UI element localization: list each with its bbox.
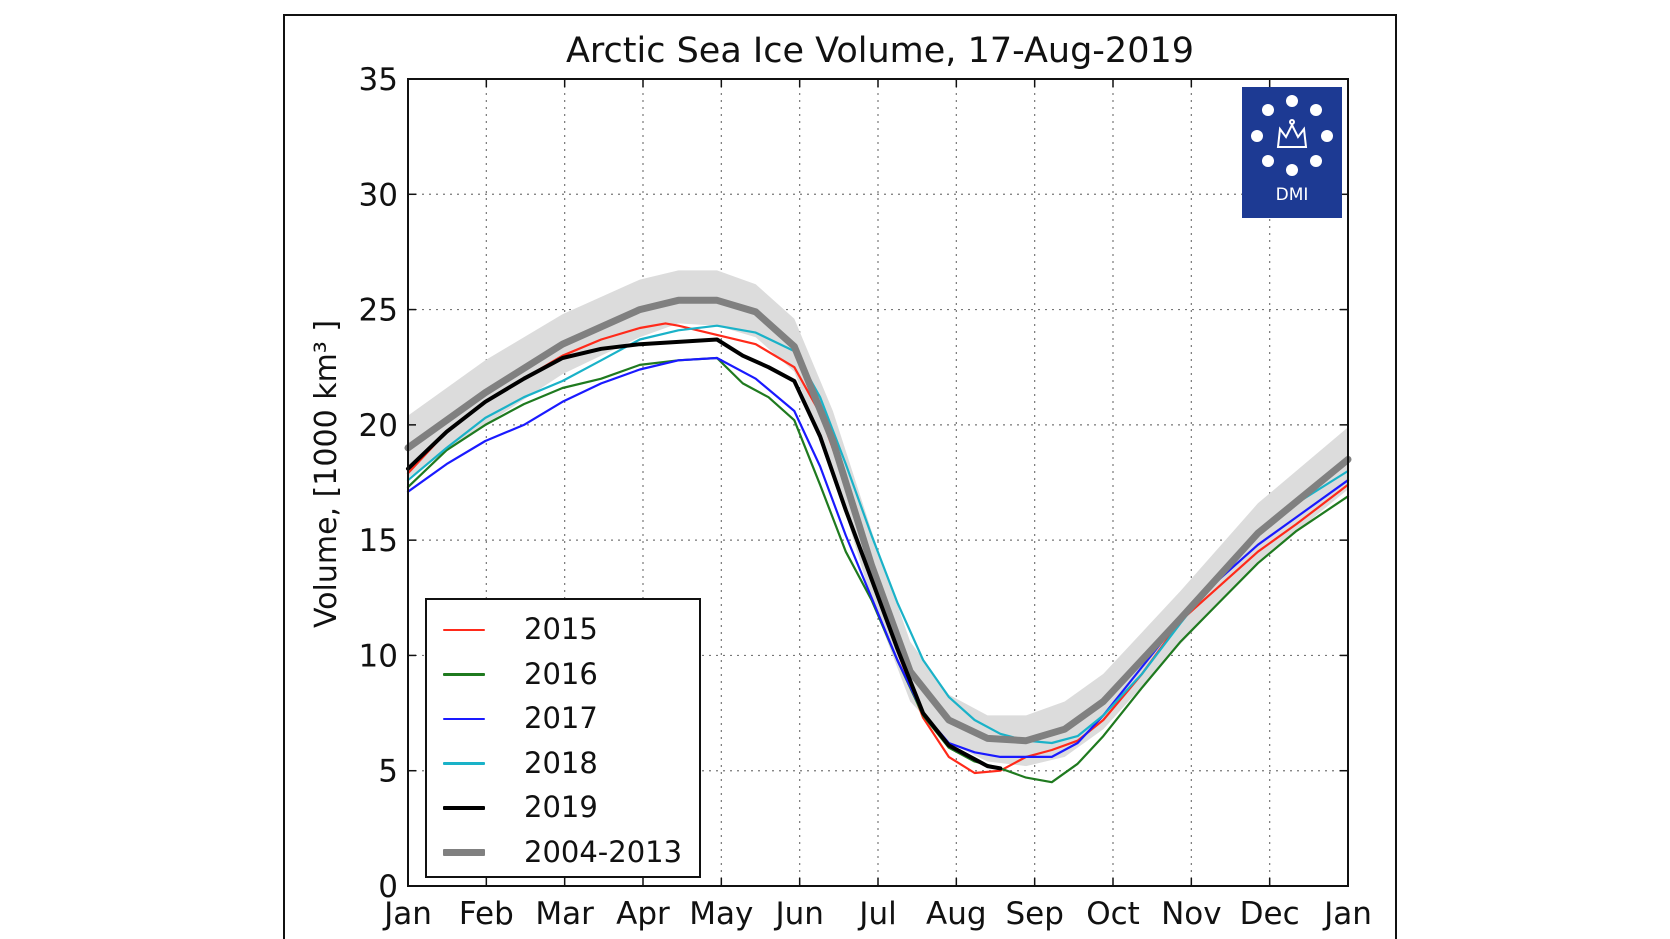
y-tick-label: 30 bbox=[359, 177, 398, 213]
figure-frame bbox=[283, 14, 1397, 939]
x-tick-label: Feb bbox=[459, 896, 514, 932]
x-tick-label: Jan bbox=[382, 896, 432, 932]
crown-emblem-icon bbox=[1251, 95, 1333, 176]
legend-swatch bbox=[443, 849, 485, 856]
y-tick-label: 5 bbox=[378, 754, 398, 790]
legend-label: 2004-2013 bbox=[524, 834, 683, 869]
legend-swatch bbox=[443, 628, 485, 632]
plot-border bbox=[407, 78, 1349, 887]
series-layer bbox=[404, 296, 1352, 784]
legend-swatch bbox=[443, 673, 485, 676]
x-tick-label: Jun bbox=[773, 896, 823, 932]
chart-title: Arctic Sea Ice Volume, 17-Aug-2019 bbox=[566, 31, 1194, 71]
x-tick-label: Apr bbox=[616, 896, 670, 932]
y-tick-label: 15 bbox=[359, 523, 398, 559]
legend-label: 2016 bbox=[524, 656, 598, 691]
y-tick-label: 25 bbox=[359, 293, 398, 329]
legend-item: 2016 bbox=[427, 651, 699, 695]
y-tick-label: 20 bbox=[359, 408, 398, 444]
series-line-2004-2013 bbox=[404, 296, 1352, 745]
x-tick-label: Jan bbox=[1322, 896, 1372, 932]
legend-label: 2017 bbox=[524, 701, 598, 735]
legend: 2015 2016 2017 2018 2019 2004-2013 bbox=[425, 598, 701, 878]
x-tick-label: Oct bbox=[1086, 896, 1140, 932]
x-tick-label: Mar bbox=[535, 896, 594, 932]
y-tick-label: 10 bbox=[359, 638, 398, 674]
x-tick-label: Jul bbox=[857, 896, 896, 932]
x-tick-label: Dec bbox=[1240, 896, 1300, 932]
legend-item: 2019 bbox=[427, 784, 699, 828]
y-tick-label: 0 bbox=[378, 869, 398, 905]
x-tick-label: Sep bbox=[1005, 896, 1063, 932]
legend-label: 2018 bbox=[524, 745, 598, 780]
legend-item: 2015 bbox=[427, 606, 699, 650]
dmi-logo-text: DMI bbox=[1275, 185, 1309, 205]
y-tick-label: 35 bbox=[359, 62, 398, 98]
legend-label: 2019 bbox=[524, 790, 598, 824]
x-tick-label: Nov bbox=[1161, 896, 1222, 932]
legend-swatch bbox=[443, 806, 485, 810]
legend-item: 2017 bbox=[427, 695, 699, 739]
legend-item: 2018 bbox=[427, 740, 699, 784]
axes-layer: Jan Feb Mar Apr May Jun Jul Aug Sep Oct Nov Dec Jan0… bbox=[359, 62, 1372, 932]
legend-item: 2004-2013 bbox=[427, 829, 699, 873]
x-tick-label: Aug bbox=[926, 896, 987, 932]
legend-label: 2015 bbox=[524, 612, 598, 646]
y-axis-label: Volume, [1000 km³ ] bbox=[309, 320, 344, 628]
legend-swatch bbox=[443, 762, 485, 765]
legend-swatch bbox=[443, 717, 485, 721]
x-tick-label: May bbox=[689, 896, 753, 932]
dmi-logo: DMI bbox=[1242, 87, 1342, 218]
series-line-2019 bbox=[406, 337, 1003, 771]
series-line-2018 bbox=[406, 324, 1350, 745]
